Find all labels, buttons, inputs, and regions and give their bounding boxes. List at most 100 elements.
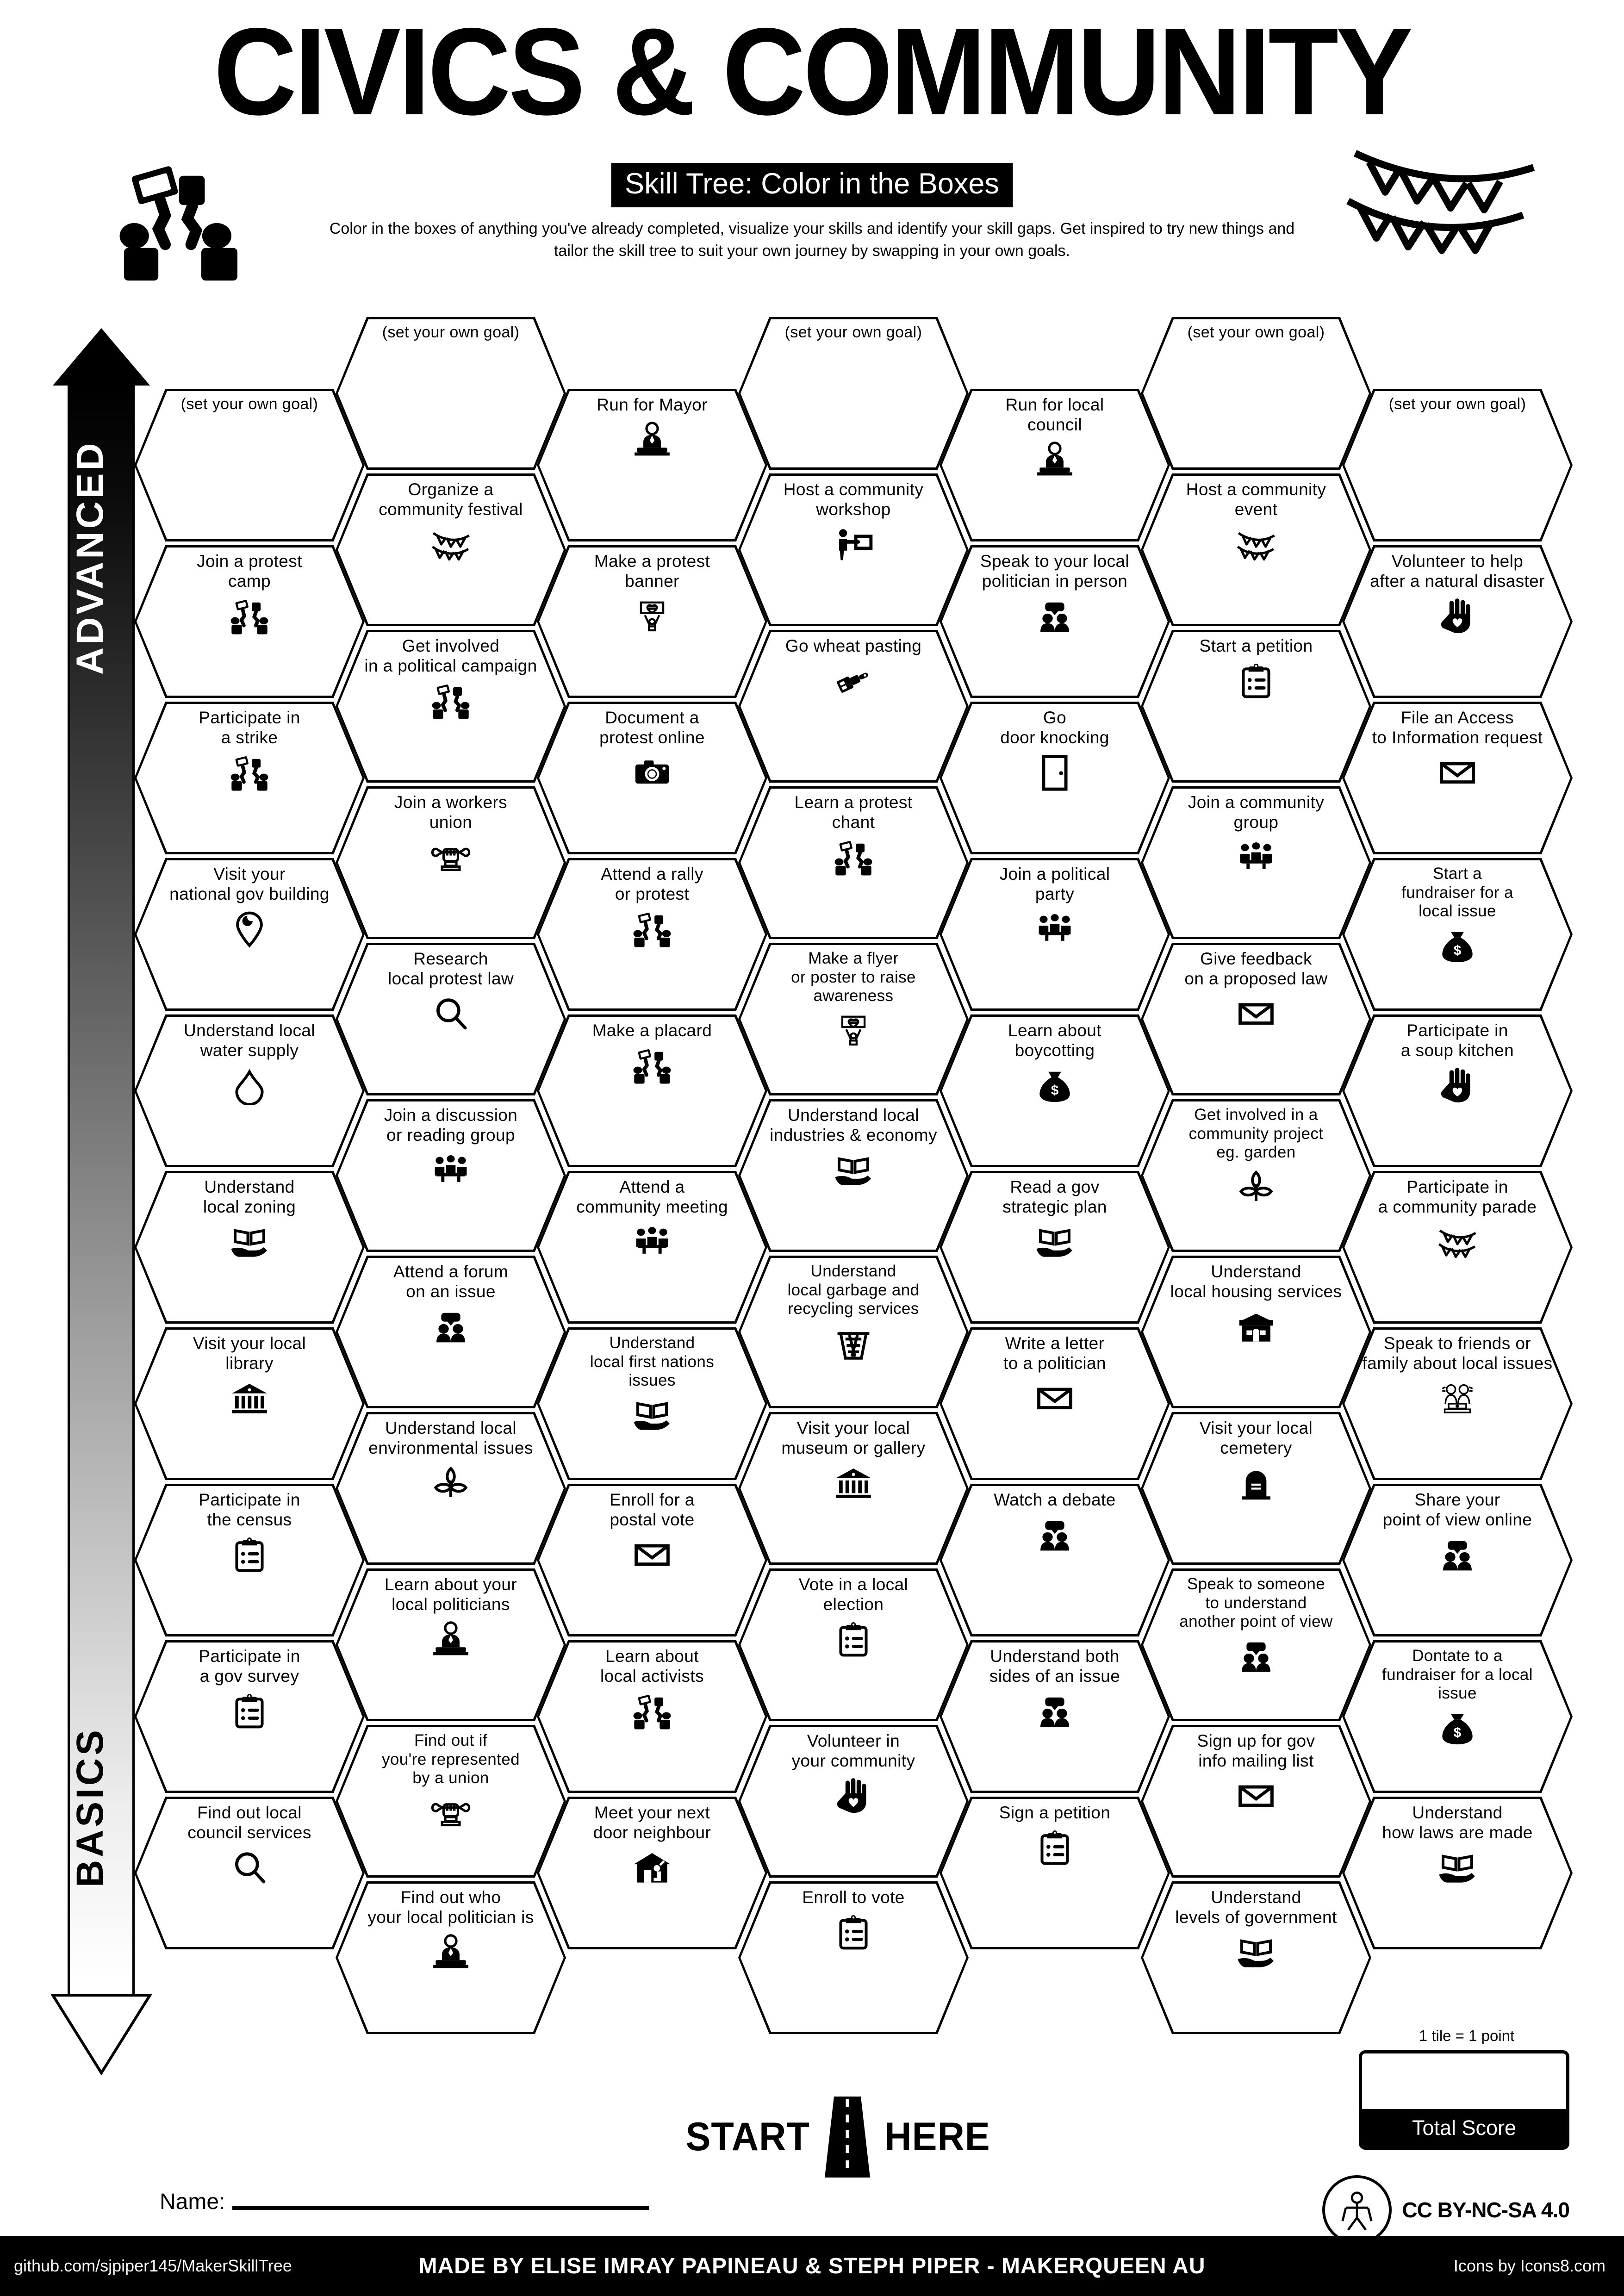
skill-tile[interactable]: File an Access to Information request <box>1342 702 1573 854</box>
skill-tile[interactable]: Enroll for a postal vote <box>537 1484 767 1636</box>
skill-tile[interactable]: Give feedback on a proposed law <box>1141 943 1371 1095</box>
skill-tile[interactable]: Attend a community meeting <box>537 1171 767 1324</box>
tile-label: Enroll to vote <box>802 1888 905 1907</box>
skill-tile[interactable]: Vote in a local election <box>738 1568 969 1721</box>
skill-tile[interactable]: Understand local environmental issues <box>336 1412 566 1565</box>
skill-tile[interactable]: Sign up for gov info mailing list <box>1141 1725 1371 1878</box>
total-score-box[interactable]: Total Score <box>1359 2050 1569 2150</box>
skill-tile[interactable]: Speak to someone to understand another p… <box>1141 1568 1371 1721</box>
hexagon-fill <box>1143 319 1369 467</box>
skill-tile[interactable]: Speak to your local politician in person <box>940 545 1170 698</box>
skill-tile[interactable]: (set your own goal) <box>738 317 969 470</box>
skill-tile[interactable]: Participate in a strike <box>134 702 365 854</box>
skill-tile[interactable]: Run for Mayor <box>537 389 767 541</box>
skill-tile[interactable]: (set your own goal) <box>1342 389 1573 541</box>
skill-tile[interactable]: Join a community group <box>1141 786 1371 939</box>
skill-tile[interactable]: Understand local first nations issues <box>537 1327 767 1480</box>
clipboard-icon <box>230 1691 269 1731</box>
skill-tile[interactable]: Start a petition <box>1141 630 1371 783</box>
skill-tile[interactable]: Participate in the census <box>134 1484 365 1636</box>
skill-tile[interactable]: Visit your local museum or gallery <box>738 1412 969 1565</box>
skill-tile[interactable]: (set your own goal) <box>134 389 365 541</box>
tile-label: Attend a community meeting <box>576 1177 728 1216</box>
skill-tile[interactable]: Learn a protest chant <box>738 786 969 939</box>
skill-tile[interactable]: Join a workers union <box>336 786 566 939</box>
footer-icon-credit[interactable]: Icons by Icons8.com <box>1453 2256 1605 2275</box>
skill-tile[interactable]: Understand both sides of an issue <box>940 1640 1170 1793</box>
skill-tile[interactable]: Volunteer in your community <box>738 1725 969 1878</box>
name-field-row[interactable]: Name: <box>160 2189 649 2215</box>
skill-tile[interactable]: Understand local housing services <box>1141 1256 1371 1408</box>
skill-tile[interactable]: Understand how laws are made <box>1342 1797 1573 1949</box>
clipboard-icon <box>1035 1828 1075 1867</box>
skill-tile[interactable]: Find out who your local politician is <box>336 1881 566 2034</box>
skill-tile[interactable]: Learn about boycotting $ <box>940 1014 1170 1167</box>
hexagon-fill <box>1143 1727 1369 1875</box>
skill-tile[interactable]: Understand levels of government <box>1141 1881 1371 2034</box>
skill-tile[interactable]: Speak to friends or family about local i… <box>1342 1327 1573 1480</box>
skill-tile[interactable]: Attend a forum on an issue <box>336 1256 566 1408</box>
skill-tile[interactable]: Join a political party <box>940 858 1170 1011</box>
tile-label: Run for local council <box>1005 395 1104 434</box>
skill-tile[interactable]: Organize a community festival <box>336 473 566 626</box>
tile-content: Make a flyer or poster to raise awarenes… <box>757 949 950 1091</box>
skill-tile[interactable]: Host a community workshop <box>738 473 969 626</box>
here-word: HERE <box>884 2115 990 2159</box>
tile-content: (set your own goal) <box>1361 395 1554 537</box>
skill-tile[interactable]: Volunteer to help after a natural disast… <box>1342 545 1573 698</box>
skill-tile[interactable]: Understand local garbage and recycling s… <box>738 1256 969 1408</box>
tile-content: Vote in a local election <box>757 1575 950 1717</box>
skill-tile[interactable]: Run for local council <box>940 389 1170 541</box>
skill-tile[interactable]: Enroll to vote <box>738 1881 969 2034</box>
skill-tile[interactable]: Participate in a soup kitchen <box>1342 1014 1573 1167</box>
skill-tile[interactable]: Understand local water supply <box>134 1014 365 1167</box>
skill-tile[interactable]: Participate in a gov survey <box>134 1640 365 1793</box>
skill-tile[interactable]: Watch a debate <box>940 1484 1170 1636</box>
score-input-area[interactable] <box>1362 2053 1566 2109</box>
skill-tile[interactable]: Visit your local cemetery <box>1141 1412 1371 1565</box>
tile-label: Attend a rally or protest <box>601 865 703 903</box>
skill-tile[interactable]: Make a placard <box>537 1014 767 1167</box>
skill-tile[interactable]: (set your own goal) <box>1141 317 1371 470</box>
skill-tile[interactable]: Visit your national gov building <box>134 858 365 1011</box>
skill-tile[interactable]: Find out local council services <box>134 1797 365 1949</box>
skill-tile[interactable]: Participate in a community parade <box>1342 1171 1573 1324</box>
skill-tile[interactable]: Join a discussion or reading group <box>336 1099 566 1252</box>
skill-tile[interactable]: Go wheat pasting <box>738 630 969 783</box>
skill-tile[interactable]: Attend a rally or protest <box>537 858 767 1011</box>
skill-tile[interactable]: Visit your local library <box>134 1327 365 1480</box>
skill-tile[interactable]: Write a letter to a politician <box>940 1327 1170 1480</box>
skill-tile[interactable]: Research local protest law <box>336 943 566 1095</box>
skill-tile[interactable]: Document a protest online <box>537 702 767 854</box>
skill-tile[interactable]: Learn about your local politicians <box>336 1568 566 1721</box>
skill-tile[interactable]: Find out if you're represented by a unio… <box>336 1725 566 1878</box>
skill-tile[interactable]: Dontate to a fundraiser for a local issu… <box>1342 1640 1573 1793</box>
tile-content: Participate in a community parade <box>1361 1177 1554 1319</box>
skill-tile[interactable]: Get involved in a community project eg. … <box>1141 1099 1371 1252</box>
skill-tile[interactable]: Read a gov strategic plan <box>940 1171 1170 1324</box>
skill-tile[interactable]: Make a protest banner <box>537 545 767 698</box>
skill-tile[interactable]: Start a fundraiser for a local issue $ <box>1342 858 1573 1011</box>
skill-tile[interactable]: Understand local zoning <box>134 1171 365 1324</box>
skill-tile[interactable]: Sign a petition <box>940 1797 1170 1949</box>
tile-content: Attend a forum on an issue <box>354 1262 548 1404</box>
tile-label: Volunteer in your community <box>791 1731 915 1770</box>
hexagon-fill <box>942 1173 1168 1321</box>
skill-tile[interactable]: Learn about local activists <box>537 1640 767 1793</box>
skill-tile[interactable]: Make a flyer or poster to raise awarenes… <box>738 943 969 1095</box>
footer-repo-link[interactable]: github.com/sjpiper145/MakerSkillTree <box>14 2256 292 2275</box>
skill-tile[interactable]: Understand local industries & economy <box>738 1099 969 1252</box>
skill-tile[interactable]: Share your point of view online <box>1342 1484 1573 1636</box>
tile-label: Join a discussion or reading group <box>384 1106 518 1145</box>
skill-tile[interactable]: Host a community event <box>1141 473 1371 626</box>
name-input-line[interactable] <box>232 2206 649 2210</box>
debate-icon <box>1035 596 1075 636</box>
tile-label: Understand local housing services <box>1170 1262 1342 1301</box>
skill-tile[interactable]: Meet your next door neighbour <box>537 1797 767 1949</box>
people-table-icon <box>1236 837 1276 877</box>
tile-label: Host a community workshop <box>783 480 924 519</box>
skill-tile[interactable]: Go door knocking <box>940 702 1170 854</box>
skill-tile[interactable]: Join a protest camp <box>134 545 365 698</box>
skill-tile[interactable]: (set your own goal) <box>336 317 566 470</box>
skill-tile[interactable]: Get involved in a political campaign <box>336 630 566 783</box>
